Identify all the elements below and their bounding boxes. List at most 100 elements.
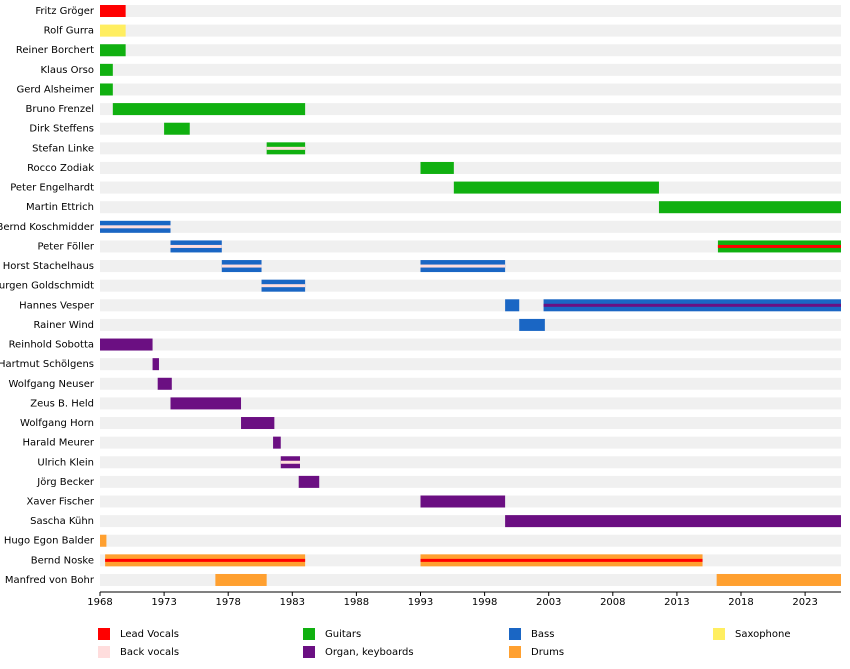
legend-swatch (713, 628, 725, 640)
row-background (100, 318, 841, 331)
bar-stripe (266, 146, 306, 150)
bar (164, 122, 190, 135)
member-name: Rolf Gurra (44, 26, 94, 37)
row-background (100, 240, 841, 253)
member-name: Martin Ettrich (26, 202, 94, 213)
bar (519, 318, 545, 331)
member-name: Reinhold Sobotta (9, 340, 94, 351)
row-background (100, 220, 841, 233)
x-tick-label: 1973 (151, 597, 176, 608)
row-background (100, 122, 841, 135)
legend-label: Bass (531, 629, 554, 640)
bar (505, 299, 520, 312)
row-background (100, 5, 841, 17)
legend-label: Lead Vocals (120, 629, 179, 640)
member-name: Peter Engelhardt (10, 183, 94, 194)
legend-swatch (98, 646, 110, 658)
x-tick-label: 2008 (600, 597, 625, 608)
bar-stripe (221, 264, 262, 268)
x-tick-label: 1968 (87, 597, 112, 608)
member-name: Bernd Koschmidder (0, 222, 95, 233)
bar (112, 103, 306, 116)
member-name: Peter Föller (37, 241, 94, 252)
x-tick-label: 1993 (408, 597, 433, 608)
row-background (100, 475, 841, 488)
member-name: Rocco Zodiak (27, 163, 94, 174)
row-background (100, 201, 841, 214)
row-background (100, 436, 841, 449)
x-tick-label: 1988 (344, 597, 369, 608)
bar (100, 338, 153, 351)
row-background (100, 83, 841, 96)
x-tick-label: 2013 (664, 597, 689, 608)
member-name: Rainer Wind (33, 320, 94, 331)
member-name: Fritz Gröger (35, 6, 95, 17)
bar (100, 24, 126, 37)
member-name: Horst Stachelhaus (3, 261, 94, 272)
bar (215, 573, 267, 586)
bar-stripe (543, 303, 841, 307)
bar (658, 201, 841, 214)
bar (152, 358, 159, 371)
bar-stripe (100, 225, 171, 229)
legend-label: Drums (531, 647, 564, 658)
x-tick-label: 1978 (215, 597, 240, 608)
legend-label: Saxophone (735, 629, 791, 640)
bar (420, 161, 454, 174)
member-name: Sascha Kühn (30, 516, 94, 527)
legend-swatch (509, 646, 521, 658)
member-name: Wolfgang Neuser (8, 379, 94, 390)
legend-label: Organ, keyboards (325, 647, 414, 658)
bar (273, 436, 281, 449)
legend-swatch (509, 628, 521, 640)
bar (298, 475, 320, 488)
bar-stripe (105, 558, 306, 562)
member-name: Jurgen Goldschmidt (0, 281, 94, 292)
bar (241, 417, 275, 430)
legend-swatch (98, 628, 110, 640)
member-name: Hartmut Schölgens (0, 359, 94, 370)
bar (453, 181, 659, 194)
member-name: Xaver Fischer (27, 497, 95, 508)
legend-label: Back vocals (120, 647, 179, 658)
bar (420, 495, 506, 508)
row-background (100, 161, 841, 174)
x-tick-label: 2023 (792, 597, 817, 608)
bar-stripe (261, 284, 306, 288)
member-name: Manfred von Bohr (5, 575, 95, 586)
bar (157, 377, 172, 390)
x-tick-label: 1983 (280, 597, 305, 608)
member-name: Klaus Orso (40, 65, 94, 76)
member-name: Wolfgang Horn (20, 418, 94, 429)
row-background (100, 397, 841, 410)
x-tick-label: 2018 (728, 597, 753, 608)
row-background (100, 534, 841, 547)
legend-swatch (303, 646, 315, 658)
bar-stripe (420, 558, 703, 562)
bar (716, 573, 841, 586)
bar-stripe (717, 244, 841, 248)
member-name: Bruno Frenzel (25, 104, 94, 115)
bar (170, 397, 242, 410)
member-name: Dirk Steffens (29, 124, 94, 135)
row-background (100, 142, 841, 155)
bar (100, 534, 107, 547)
row-background (100, 417, 841, 430)
x-tick-label: 1998 (472, 597, 497, 608)
row-background (100, 358, 841, 371)
bar-stripe (420, 264, 506, 268)
row-background (100, 573, 841, 586)
row-background (100, 456, 841, 469)
bar (100, 5, 126, 17)
member-name: Ulrich Klein (37, 457, 94, 468)
member-name: Hannes Vesper (19, 300, 95, 311)
bar (100, 83, 113, 96)
bar (100, 63, 113, 76)
row-background (100, 44, 841, 57)
bar-stripe (280, 460, 300, 464)
x-tick-label: 2003 (536, 597, 561, 608)
row-background (100, 63, 841, 76)
legend-label: Guitars (325, 629, 361, 640)
legend-swatch (303, 628, 315, 640)
member-name: Gerd Alsheimer (17, 84, 95, 95)
